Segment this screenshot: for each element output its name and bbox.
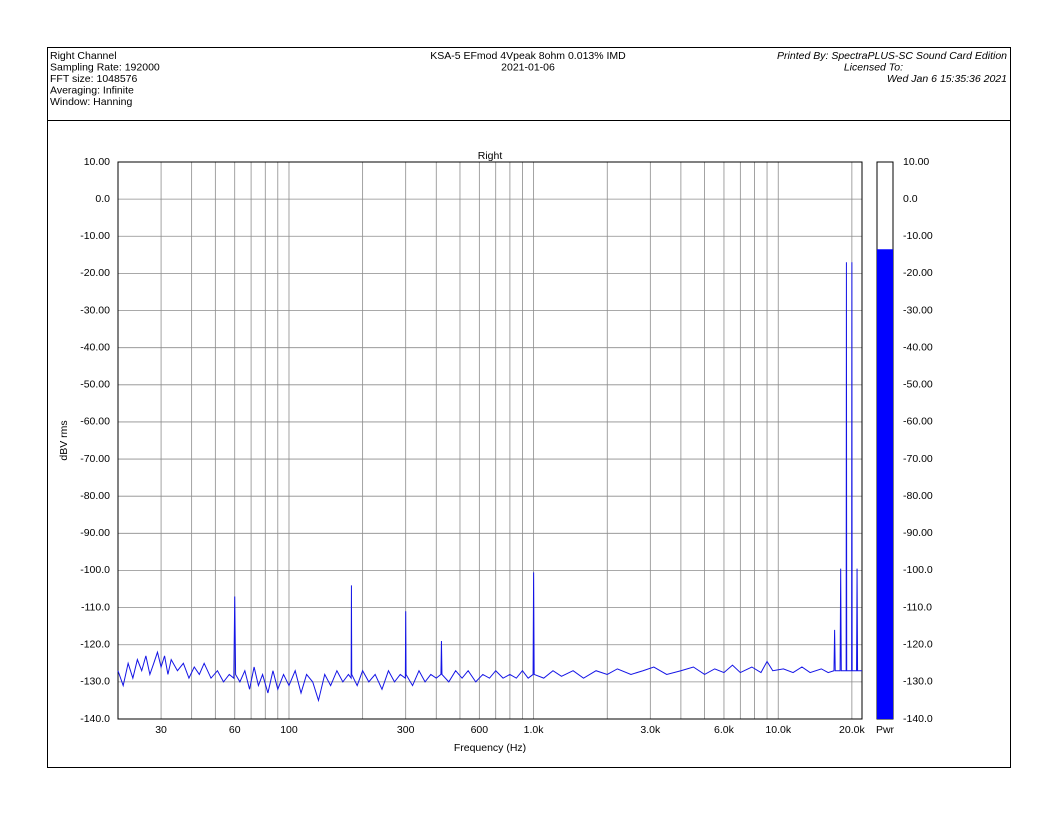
y-tick-label: -70.00 xyxy=(80,453,110,465)
header-left-line: Averaging: Infinite xyxy=(50,84,134,96)
x-tick-label: 20.0k xyxy=(839,724,865,736)
x-tick-label: 300 xyxy=(397,724,415,736)
frame xyxy=(47,47,1011,768)
y2-tick-label: -60.00 xyxy=(903,416,933,428)
header-right-line: Printed By: SpectraPLUS-SC Sound Card Ed… xyxy=(777,50,1007,62)
y2-tick-label: -10.00 xyxy=(903,230,933,242)
x-tick-label: 6.0k xyxy=(714,724,735,736)
y-tick-label: 10.00 xyxy=(84,156,110,168)
plot: 10.00 10.00 0.0 0.0 -10.00 -10.00 -20.00 -20.00… xyxy=(58,150,933,754)
x-tick-label: 600 xyxy=(471,724,489,736)
y2-tick-label: -130.0 xyxy=(903,676,933,688)
y2-tick-label: 0.0 xyxy=(903,193,918,205)
plot-border xyxy=(117,161,863,720)
header-left-line: Window: Hanning xyxy=(50,96,132,108)
y-axis-label: dBV rms xyxy=(58,420,70,460)
y-tick-label: -140.0 xyxy=(80,713,110,725)
y2-tick-label: -30.00 xyxy=(903,304,933,316)
y2-tick-label: -110.0 xyxy=(903,601,932,613)
y2-tick-label: -100.0 xyxy=(903,564,933,576)
y-tick-label: -100.0 xyxy=(80,564,110,576)
y2-tick-label: -80.00 xyxy=(903,490,933,502)
x-tick-label: 30 xyxy=(155,724,167,736)
y-tick-label: -60.00 xyxy=(80,416,110,428)
y-tick-label: -130.0 xyxy=(80,676,110,688)
header-title: KSA-5 EFmod 4Vpeak 8ohm 0.013% IMD xyxy=(430,50,626,62)
header-right-line: Licensed To: xyxy=(844,61,903,73)
y2-tick-label: 10.00 xyxy=(903,156,929,168)
meter-bar xyxy=(877,249,893,719)
y-tick-label: -50.00 xyxy=(80,379,110,391)
y-tick-label: -80.00 xyxy=(80,490,110,502)
spectrum-line xyxy=(117,262,862,703)
y-tick-label: -120.0 xyxy=(80,639,110,651)
x-axis-label: Frequency (Hz) xyxy=(454,742,526,754)
y-tick-label: -30.00 xyxy=(80,304,110,316)
y2-tick-label: -40.00 xyxy=(903,341,933,353)
x-tick-label: 60 xyxy=(229,724,241,736)
y2-tick-label: -20.00 xyxy=(903,267,933,279)
header-left-line: Right Channel xyxy=(50,50,117,62)
y2-tick-label: -140.0 xyxy=(903,713,933,725)
header-left-line: FFT size: 1048576 xyxy=(50,73,138,85)
chart-title: Right xyxy=(478,150,503,162)
y2-tick-label: -120.0 xyxy=(903,639,933,651)
y2-tick-label: -50.00 xyxy=(903,379,933,391)
header-right-line: Wed Jan 6 15:35:36 2021 xyxy=(887,73,1007,85)
x-tick-label: 1.0k xyxy=(524,724,545,736)
y-tick-label: -10.00 xyxy=(80,230,110,242)
x-tick-label: 3.0k xyxy=(640,724,661,736)
x-tick-label: 10.0k xyxy=(765,724,791,736)
y-tick-label: -40.00 xyxy=(80,341,110,353)
y-tick-label: -20.00 xyxy=(80,267,110,279)
y-tick-label: -110.0 xyxy=(81,601,110,613)
header-left-line: Sampling Rate: 192000 xyxy=(50,61,160,73)
y-tick-label: 0.0 xyxy=(95,193,110,205)
y-tick-label: -90.00 xyxy=(80,527,110,539)
y2-tick-label: -70.00 xyxy=(903,453,933,465)
header-title: 2021-01-06 xyxy=(501,61,555,73)
x-tick-label: 100 xyxy=(280,724,298,736)
y2-tick-label: -90.00 xyxy=(903,527,933,539)
meter-label: Pwr xyxy=(876,724,895,736)
